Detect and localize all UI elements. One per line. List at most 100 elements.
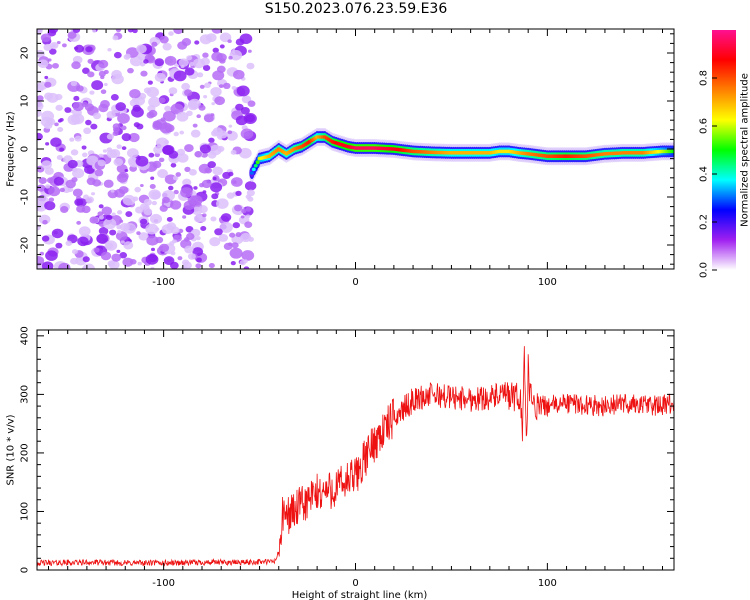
- noise-speck: [202, 213, 207, 218]
- noise-speck: [209, 237, 221, 247]
- noise-speck: [162, 196, 170, 204]
- noise-speck: [38, 177, 47, 185]
- noise-speck: [40, 116, 53, 127]
- noise-speck: [235, 103, 244, 111]
- noise-speck: [244, 181, 257, 191]
- noise-speck: [74, 135, 82, 142]
- y-tick-label: 0: [20, 567, 31, 573]
- noise-speck: [177, 153, 189, 163]
- noise-speck: [186, 55, 193, 61]
- noise-speck: [117, 230, 122, 234]
- noise-speck: [57, 127, 64, 132]
- noise-speck: [241, 250, 255, 261]
- noise-speck: [127, 29, 134, 33]
- noise-speck: [228, 55, 233, 60]
- noise-speck: [149, 213, 163, 224]
- noise-speck: [212, 166, 223, 176]
- noise-speck: [50, 137, 62, 147]
- noise-speck: [137, 261, 142, 266]
- noise-speck: [209, 144, 222, 156]
- noise-speck: [140, 183, 144, 188]
- noise-speck: [168, 150, 179, 159]
- noise-speck: [159, 204, 168, 212]
- noise-speck: [48, 197, 55, 202]
- colorbar-tick-label: 0.8: [699, 70, 710, 86]
- noise-speck: [98, 215, 104, 220]
- noise-speck: [96, 233, 109, 244]
- noise-speck: [145, 254, 159, 265]
- noise-speck: [204, 82, 211, 89]
- noise-speck: [46, 177, 55, 184]
- noise-speck: [151, 41, 158, 47]
- noise-speck: [37, 255, 45, 266]
- noise-speck: [196, 72, 204, 78]
- noise-speck: [159, 35, 169, 44]
- noise-speck: [200, 225, 207, 231]
- noise-speck: [57, 119, 62, 123]
- noise-speck: [61, 43, 67, 48]
- noise-speck: [175, 172, 182, 177]
- noise-speck: [42, 219, 48, 225]
- noise-speck: [108, 260, 120, 269]
- noise-speck: [56, 40, 61, 45]
- noise-speck: [194, 40, 200, 45]
- noise-speck: [71, 249, 78, 255]
- noise-speck: [67, 159, 78, 169]
- noise-speck: [231, 234, 244, 245]
- noise-speck: [100, 89, 107, 94]
- noise-speck: [103, 218, 117, 230]
- noise-speck: [100, 251, 112, 261]
- noise-speck: [134, 186, 141, 193]
- noise-speck: [162, 110, 176, 122]
- noise-speck: [71, 177, 78, 183]
- x-tick-label: 0: [352, 578, 358, 589]
- noise-speck: [196, 114, 201, 119]
- noise-speck: [170, 226, 180, 235]
- noise-speck: [244, 221, 253, 228]
- noise-speck: [98, 59, 109, 69]
- noise-speck: [181, 82, 191, 91]
- noise-speck: [55, 242, 63, 249]
- noise-speck: [37, 204, 44, 210]
- noise-speck: [110, 94, 119, 101]
- noise-speck: [132, 29, 138, 34]
- noise-speck: [115, 102, 127, 112]
- noise-speck: [220, 213, 232, 222]
- x-tick-label: 100: [538, 277, 557, 285]
- y-tick-label: 10: [20, 95, 31, 108]
- noise-speck: [230, 177, 243, 187]
- noise-speck: [55, 104, 63, 111]
- noise-speck: [243, 266, 250, 269]
- snr-series-line: [37, 346, 674, 567]
- noise-speck: [53, 176, 65, 186]
- noise-speck: [170, 103, 184, 115]
- noise-speck: [44, 200, 56, 211]
- noise-speck: [45, 142, 50, 146]
- noise-speck: [192, 206, 203, 216]
- x-tick-label: 0: [352, 277, 358, 285]
- noise-speck: [72, 101, 84, 112]
- noise-speck: [236, 85, 250, 97]
- noise-speck: [218, 233, 229, 242]
- noise-speck: [158, 243, 170, 253]
- noise-speck: [37, 109, 42, 117]
- noise-speck: [202, 64, 211, 71]
- noise-speck: [129, 89, 141, 99]
- noise-speck: [44, 75, 49, 80]
- noise-speck: [76, 85, 84, 92]
- noise-speck: [98, 70, 106, 77]
- noise-speck: [245, 114, 255, 123]
- noise-speck: [138, 232, 149, 241]
- noise-speck: [73, 95, 80, 101]
- noise-speck: [148, 189, 161, 200]
- noise-speck: [196, 257, 202, 263]
- noise-speck: [241, 208, 247, 214]
- noise-speck: [179, 130, 185, 135]
- noise-speck: [123, 241, 134, 250]
- noise-speck: [81, 152, 88, 158]
- spectrogram-cells: [37, 29, 674, 269]
- noise-speck: [70, 80, 78, 87]
- noise-speck: [195, 263, 202, 269]
- noise-speck: [210, 86, 222, 97]
- noise-speck: [247, 49, 252, 53]
